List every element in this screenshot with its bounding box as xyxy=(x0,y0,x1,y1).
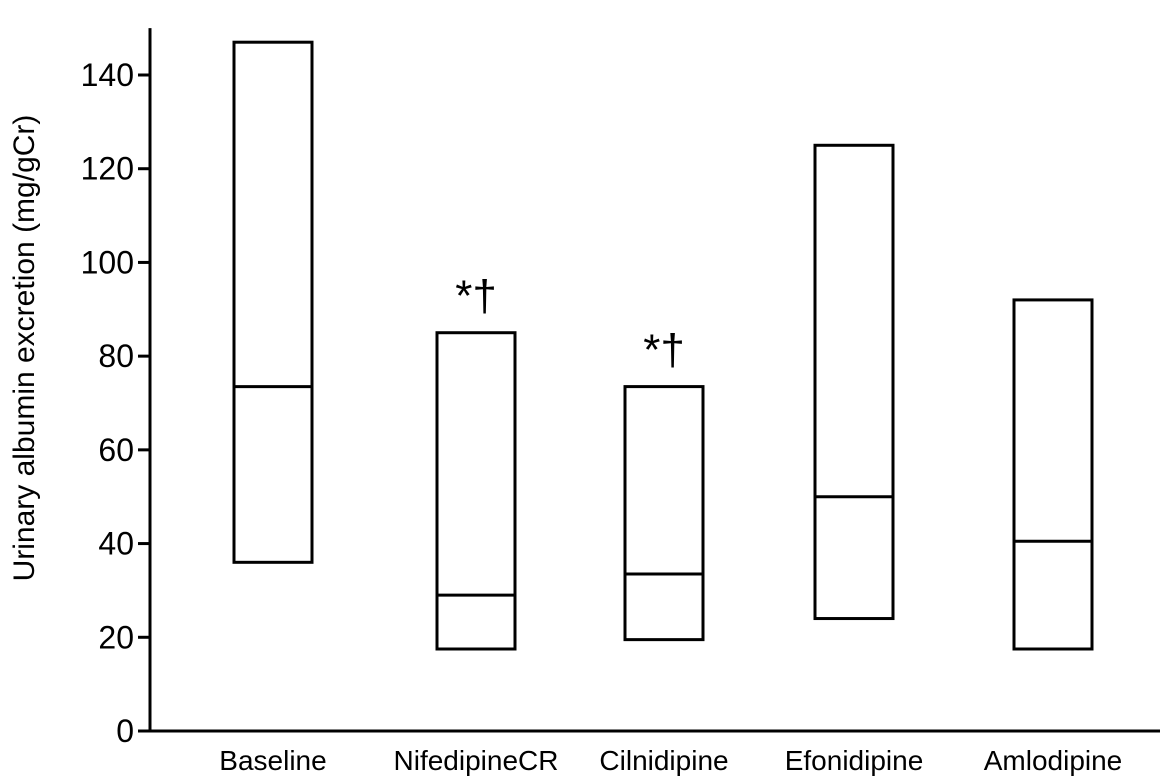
x-tick-label: Efonidipine xyxy=(785,745,924,776)
box-efonidipine xyxy=(813,143,895,621)
axes xyxy=(148,28,1160,733)
boxes: *† *† xyxy=(232,40,1094,651)
y-tick-label: 60 xyxy=(98,432,134,468)
box-amlodipine xyxy=(1012,298,1094,651)
y-ticks: 0 20 40 60 80 100 120 140 xyxy=(81,57,150,749)
box-rect xyxy=(623,385,705,642)
y-tick-label: 20 xyxy=(98,619,134,655)
box-baseline xyxy=(232,40,314,564)
significance-annotation: *† xyxy=(643,326,685,375)
x-tick-labels: Baseline NifedipineCR Cilnidipine Efonidipi… xyxy=(219,745,1122,776)
y-tick-label: 140 xyxy=(81,57,134,93)
x-tick-label: NifedipineCR xyxy=(394,745,559,776)
significance-annotation: *† xyxy=(455,272,497,321)
box-nifedipinecr: *† xyxy=(435,272,517,651)
y-tick-label: 0 xyxy=(116,713,134,749)
box-rect xyxy=(435,331,517,651)
y-tick-label: 100 xyxy=(81,244,134,280)
y-tick-label: 120 xyxy=(81,151,134,187)
y-tick-label: 40 xyxy=(98,526,134,562)
x-tick-label: Amlodipine xyxy=(984,745,1123,776)
x-tick-label: Cilnidipine xyxy=(599,745,728,776)
x-tick-label: Baseline xyxy=(219,745,326,776)
y-tick-label: 80 xyxy=(98,338,134,374)
box-rect xyxy=(813,143,895,621)
box-rect xyxy=(232,40,314,564)
box-rect xyxy=(1012,298,1094,651)
box-cilnidipine: *† xyxy=(623,326,705,642)
y-axis-label: Urinary albumin excretion (mg/gCr) xyxy=(8,115,41,582)
